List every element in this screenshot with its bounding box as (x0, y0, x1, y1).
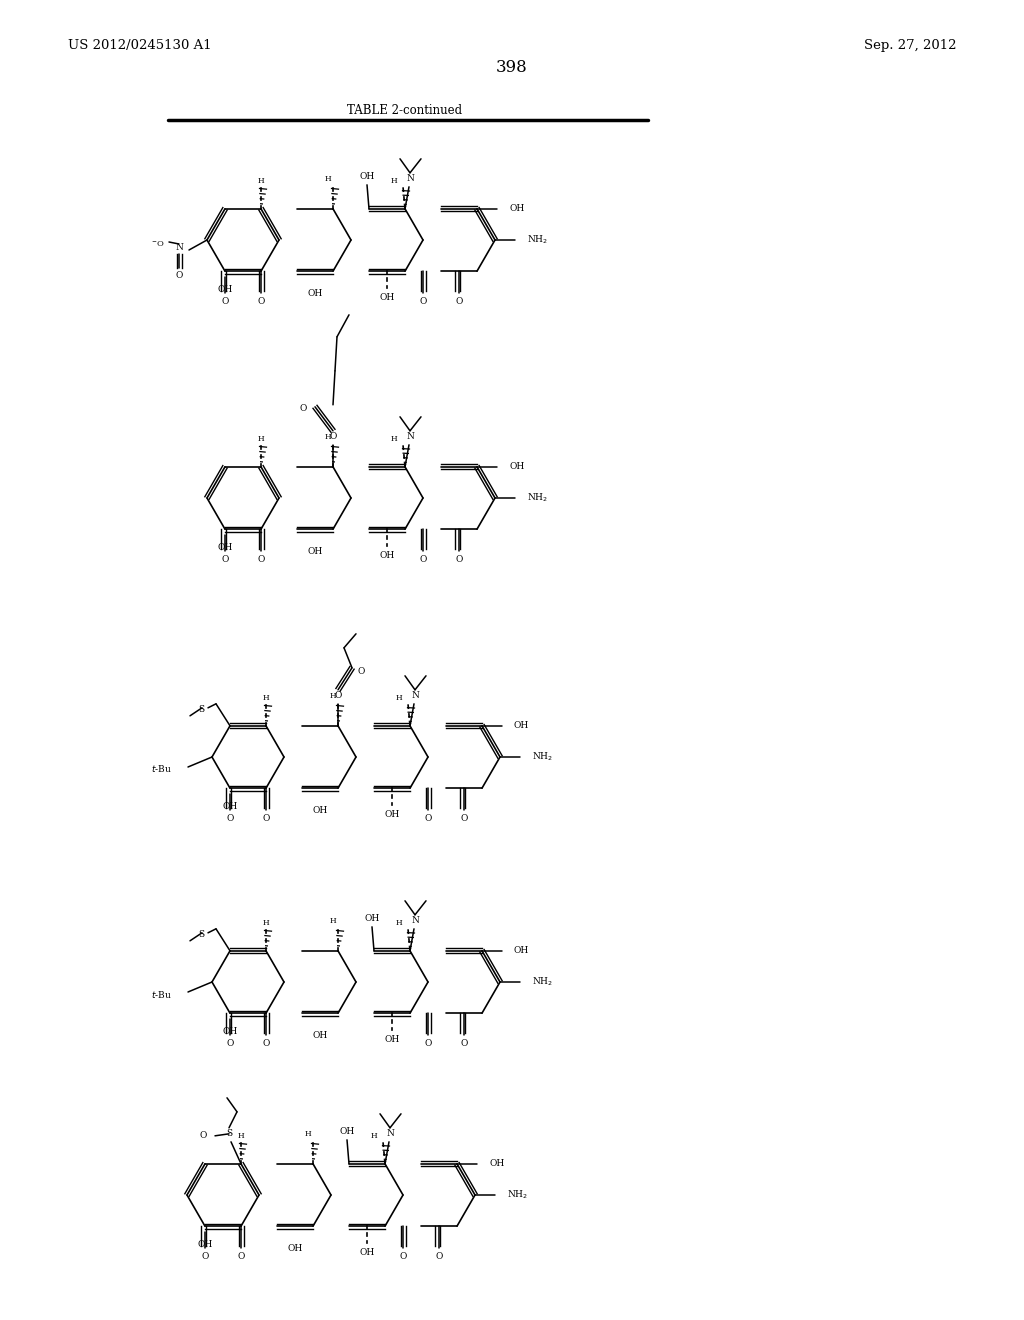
Text: N: N (407, 174, 414, 183)
Text: O: O (435, 1251, 442, 1261)
Text: OH: OH (384, 809, 399, 818)
Text: O: O (419, 297, 427, 306)
Text: OH: OH (307, 546, 323, 556)
Text: O: O (419, 554, 427, 564)
Text: O: O (257, 297, 264, 306)
Text: OH: OH (339, 1127, 354, 1137)
Text: $t$-Bu: $t$-Bu (152, 989, 172, 999)
Text: H: H (258, 434, 264, 442)
Text: O: O (262, 1039, 269, 1048)
Text: OH: OH (379, 293, 394, 302)
Text: OH: OH (359, 173, 375, 181)
Text: OH: OH (384, 1035, 399, 1044)
Text: H: H (238, 1131, 245, 1140)
Text: O: O (175, 271, 182, 280)
Text: OH: OH (514, 946, 529, 956)
Text: OH: OH (514, 721, 529, 730)
Text: O: O (221, 554, 228, 564)
Text: S: S (198, 705, 204, 714)
Text: OH: OH (379, 550, 394, 560)
Text: O: O (399, 1251, 407, 1261)
Text: O: O (300, 404, 307, 413)
Text: NH$_2$: NH$_2$ (527, 234, 548, 247)
Text: O: O (330, 433, 337, 441)
Text: O: O (334, 692, 342, 701)
Text: H: H (263, 694, 269, 702)
Text: O: O (461, 813, 468, 822)
Text: H: H (325, 174, 331, 183)
Text: $^{-}$O: $^{-}$O (152, 239, 165, 248)
Text: O: O (461, 1039, 468, 1048)
Text: OH: OH (489, 1159, 504, 1168)
Text: OH: OH (307, 289, 323, 298)
Text: OH: OH (365, 915, 380, 923)
Text: O: O (456, 297, 463, 306)
Text: O: O (424, 1039, 432, 1048)
Text: OH: OH (198, 1239, 213, 1249)
Text: O: O (257, 554, 264, 564)
Text: S: S (198, 931, 204, 940)
Text: O: O (200, 1131, 207, 1140)
Text: O: O (226, 813, 233, 822)
Text: H: H (258, 177, 264, 185)
Text: O: O (238, 1251, 245, 1261)
Text: 398: 398 (496, 59, 528, 77)
Text: OH: OH (222, 1027, 238, 1036)
Text: H: H (371, 1131, 377, 1140)
Text: O: O (226, 1039, 233, 1048)
Text: OH: OH (509, 462, 524, 471)
Text: NH$_2$: NH$_2$ (532, 751, 553, 763)
Text: N: N (407, 433, 414, 441)
Text: H: H (304, 1130, 311, 1138)
Text: N: N (386, 1130, 394, 1138)
Text: N: N (175, 243, 183, 252)
Text: OH: OH (217, 285, 232, 293)
Text: TABLE 2-continued: TABLE 2-continued (347, 103, 463, 116)
Text: H: H (263, 919, 269, 927)
Text: OH: OH (509, 205, 524, 214)
Text: H: H (325, 433, 331, 441)
Text: OH: OH (312, 805, 328, 814)
Text: H: H (390, 434, 397, 442)
Text: US 2012/0245130 A1: US 2012/0245130 A1 (68, 38, 212, 51)
Text: O: O (456, 554, 463, 564)
Text: S: S (226, 1130, 232, 1138)
Text: OH: OH (288, 1243, 303, 1253)
Text: H: H (395, 919, 402, 927)
Text: NH$_2$: NH$_2$ (532, 975, 553, 989)
Text: N: N (411, 916, 419, 925)
Text: NH$_2$: NH$_2$ (507, 1189, 528, 1201)
Text: H: H (395, 694, 402, 702)
Text: H: H (330, 692, 336, 700)
Text: OH: OH (312, 1031, 328, 1040)
Text: NH$_2$: NH$_2$ (527, 492, 548, 504)
Text: O: O (202, 1251, 209, 1261)
Text: O: O (424, 813, 432, 822)
Text: OH: OH (217, 543, 232, 552)
Text: OH: OH (359, 1247, 375, 1257)
Text: O: O (221, 297, 228, 306)
Text: N: N (411, 692, 419, 701)
Text: $t$-Bu: $t$-Bu (152, 763, 172, 775)
Text: OH: OH (222, 801, 238, 810)
Text: Sep. 27, 2012: Sep. 27, 2012 (863, 38, 956, 51)
Text: O: O (262, 813, 269, 822)
Text: H: H (330, 917, 336, 925)
Text: O: O (358, 668, 366, 676)
Text: H: H (390, 177, 397, 185)
